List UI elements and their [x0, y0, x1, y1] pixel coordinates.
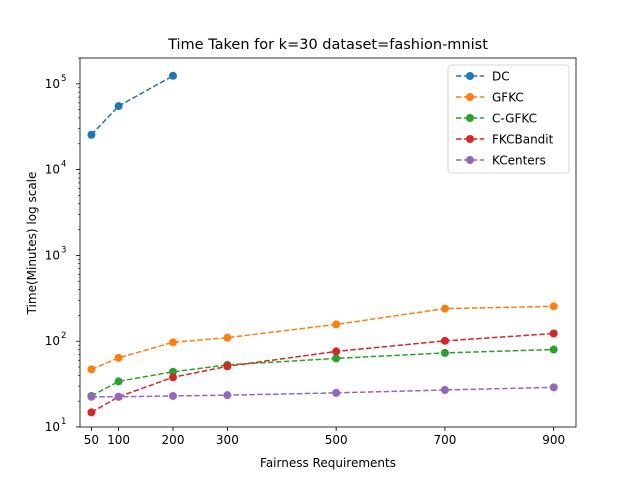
y-tick-label: 10: [45, 420, 60, 434]
legend-marker: [466, 114, 474, 122]
legend-label: GFKC: [492, 91, 524, 105]
y-tick-exponent: 1: [61, 417, 66, 427]
data-point: [169, 373, 177, 382]
data-point: [169, 71, 177, 80]
data-point: [87, 392, 96, 401]
data-point: [114, 392, 123, 401]
legend-marker: [466, 135, 474, 143]
x-tick-label: 300: [216, 433, 239, 447]
data-point: [332, 320, 341, 329]
legend-entry: KCenters: [456, 154, 546, 168]
data-point: [114, 377, 123, 386]
y-tick-exponent: 4: [61, 160, 66, 170]
data-point: [440, 304, 449, 313]
data-point: [169, 338, 177, 347]
data-point: [549, 329, 558, 338]
data-point: [114, 102, 123, 111]
legend-marker: [466, 156, 474, 164]
legend-entry: C-GFKC: [456, 112, 537, 126]
legend: DC GFKC C-GFKC FKCBandit KCenters: [447, 64, 570, 174]
legend-entry: GFKC: [456, 91, 524, 105]
data-point: [549, 345, 558, 354]
y-tick-exponent: 3: [61, 245, 66, 255]
y-tick-label: 10: [45, 163, 60, 177]
x-tick-label: 100: [107, 433, 130, 447]
series-line: [90, 75, 174, 136]
y-tick-exponent: 2: [61, 331, 66, 341]
legend-entry: DC: [456, 70, 510, 84]
data-point: [223, 362, 232, 371]
chart-title: Time Taken for k=30 dataset=fashion-mnis…: [167, 37, 488, 53]
legend-label: C-GFKC: [492, 112, 537, 126]
y-tick-label: 10: [45, 334, 60, 348]
x-axis-label: Fairness Requirements: [260, 456, 396, 470]
data-point: [87, 408, 96, 417]
legend-marker: [466, 72, 474, 80]
legend-label: FKCBandit: [492, 133, 554, 147]
series-kcenters: [87, 383, 558, 401]
y-tick-exponent: 5: [61, 74, 66, 84]
axes-frame: [79, 57, 577, 428]
x-tick-label: 900: [542, 433, 565, 447]
data-point: [87, 365, 96, 374]
legend-marker: [466, 93, 474, 101]
data-point: [440, 348, 449, 357]
series-dc: [87, 71, 177, 139]
y-tick-label: 10: [45, 77, 60, 91]
legend-entry: FKCBandit: [456, 133, 554, 147]
data-point: [332, 388, 341, 397]
data-point: [440, 336, 449, 345]
data-point: [549, 383, 558, 392]
x-tick-label: 50: [84, 433, 99, 447]
x-tick-label: 500: [325, 433, 348, 447]
x-tick-label: 700: [433, 433, 456, 447]
legend-box: [447, 64, 570, 174]
legend-label: KCenters: [492, 154, 546, 168]
data-point: [169, 391, 177, 400]
data-point: [440, 385, 449, 394]
data-point: [87, 130, 96, 139]
legend-label: DC: [492, 70, 510, 84]
data-point: [549, 302, 558, 311]
y-tick-label: 10: [45, 248, 60, 262]
x-tick-label: 200: [162, 433, 185, 447]
y-axis-label: Time(Minutes) log scale: [25, 172, 39, 316]
data-point: [332, 354, 341, 363]
data-point: [223, 391, 232, 400]
data-point: [223, 333, 232, 342]
data-point: [332, 347, 341, 356]
series-gfkc: [87, 302, 558, 374]
data-point: [114, 353, 123, 362]
